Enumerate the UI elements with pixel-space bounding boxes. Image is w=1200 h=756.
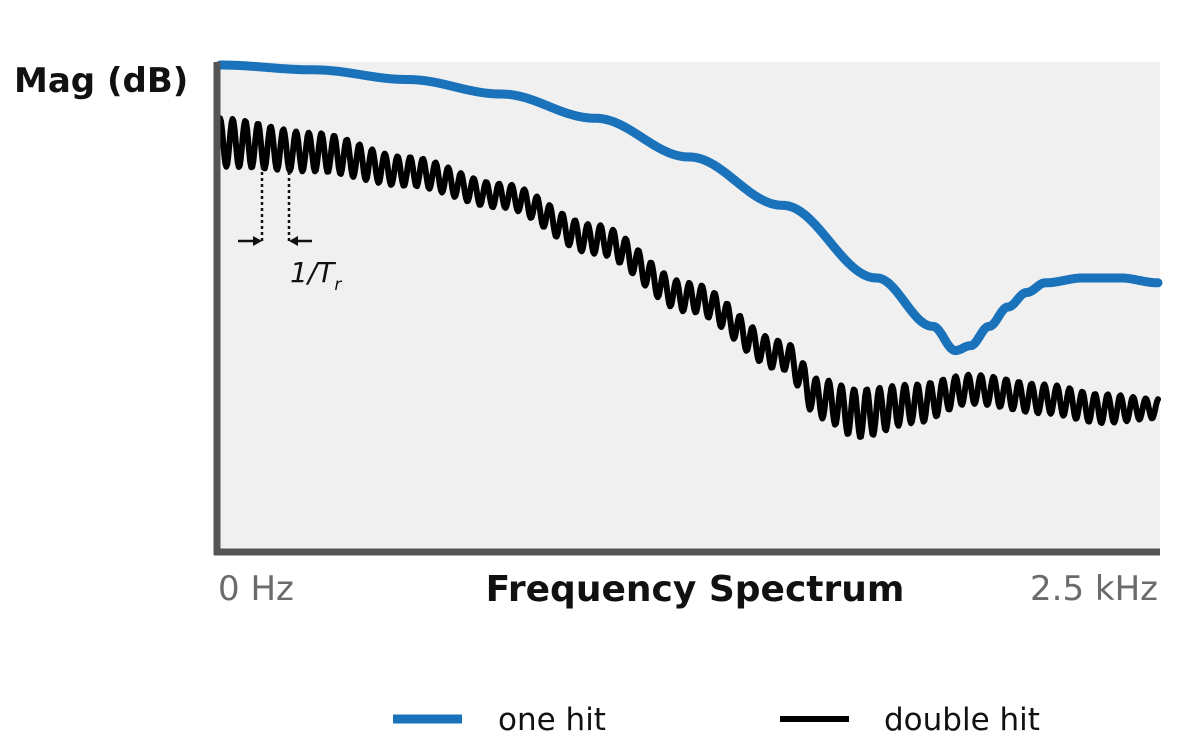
x-axis-title: Frequency Spectrum bbox=[486, 569, 905, 610]
series-layer bbox=[215, 60, 1163, 440]
period-annotation: 1/Tr bbox=[238, 166, 342, 295]
series-line-double-hit bbox=[217, 115, 1161, 440]
legend-label-one-hit: one hit bbox=[498, 702, 606, 738]
series-line-one-hit bbox=[215, 60, 1163, 356]
x-tick-end: 2.5 kHz bbox=[1030, 569, 1158, 609]
legend-label-double-hit: double hit bbox=[884, 702, 1040, 738]
period-label-main: 1/T bbox=[290, 256, 336, 289]
period-arrow-left-head bbox=[253, 236, 262, 246]
y-axis-label: Mag (dB) bbox=[14, 61, 188, 101]
period-label: 1/Tr bbox=[290, 256, 342, 295]
period-label-subscript: r bbox=[334, 275, 342, 295]
legend: one hit double hit bbox=[393, 702, 1040, 738]
x-tick-start: 0 Hz bbox=[218, 569, 294, 609]
period-arrow-right-head bbox=[289, 236, 298, 246]
plot-background bbox=[217, 62, 1160, 553]
